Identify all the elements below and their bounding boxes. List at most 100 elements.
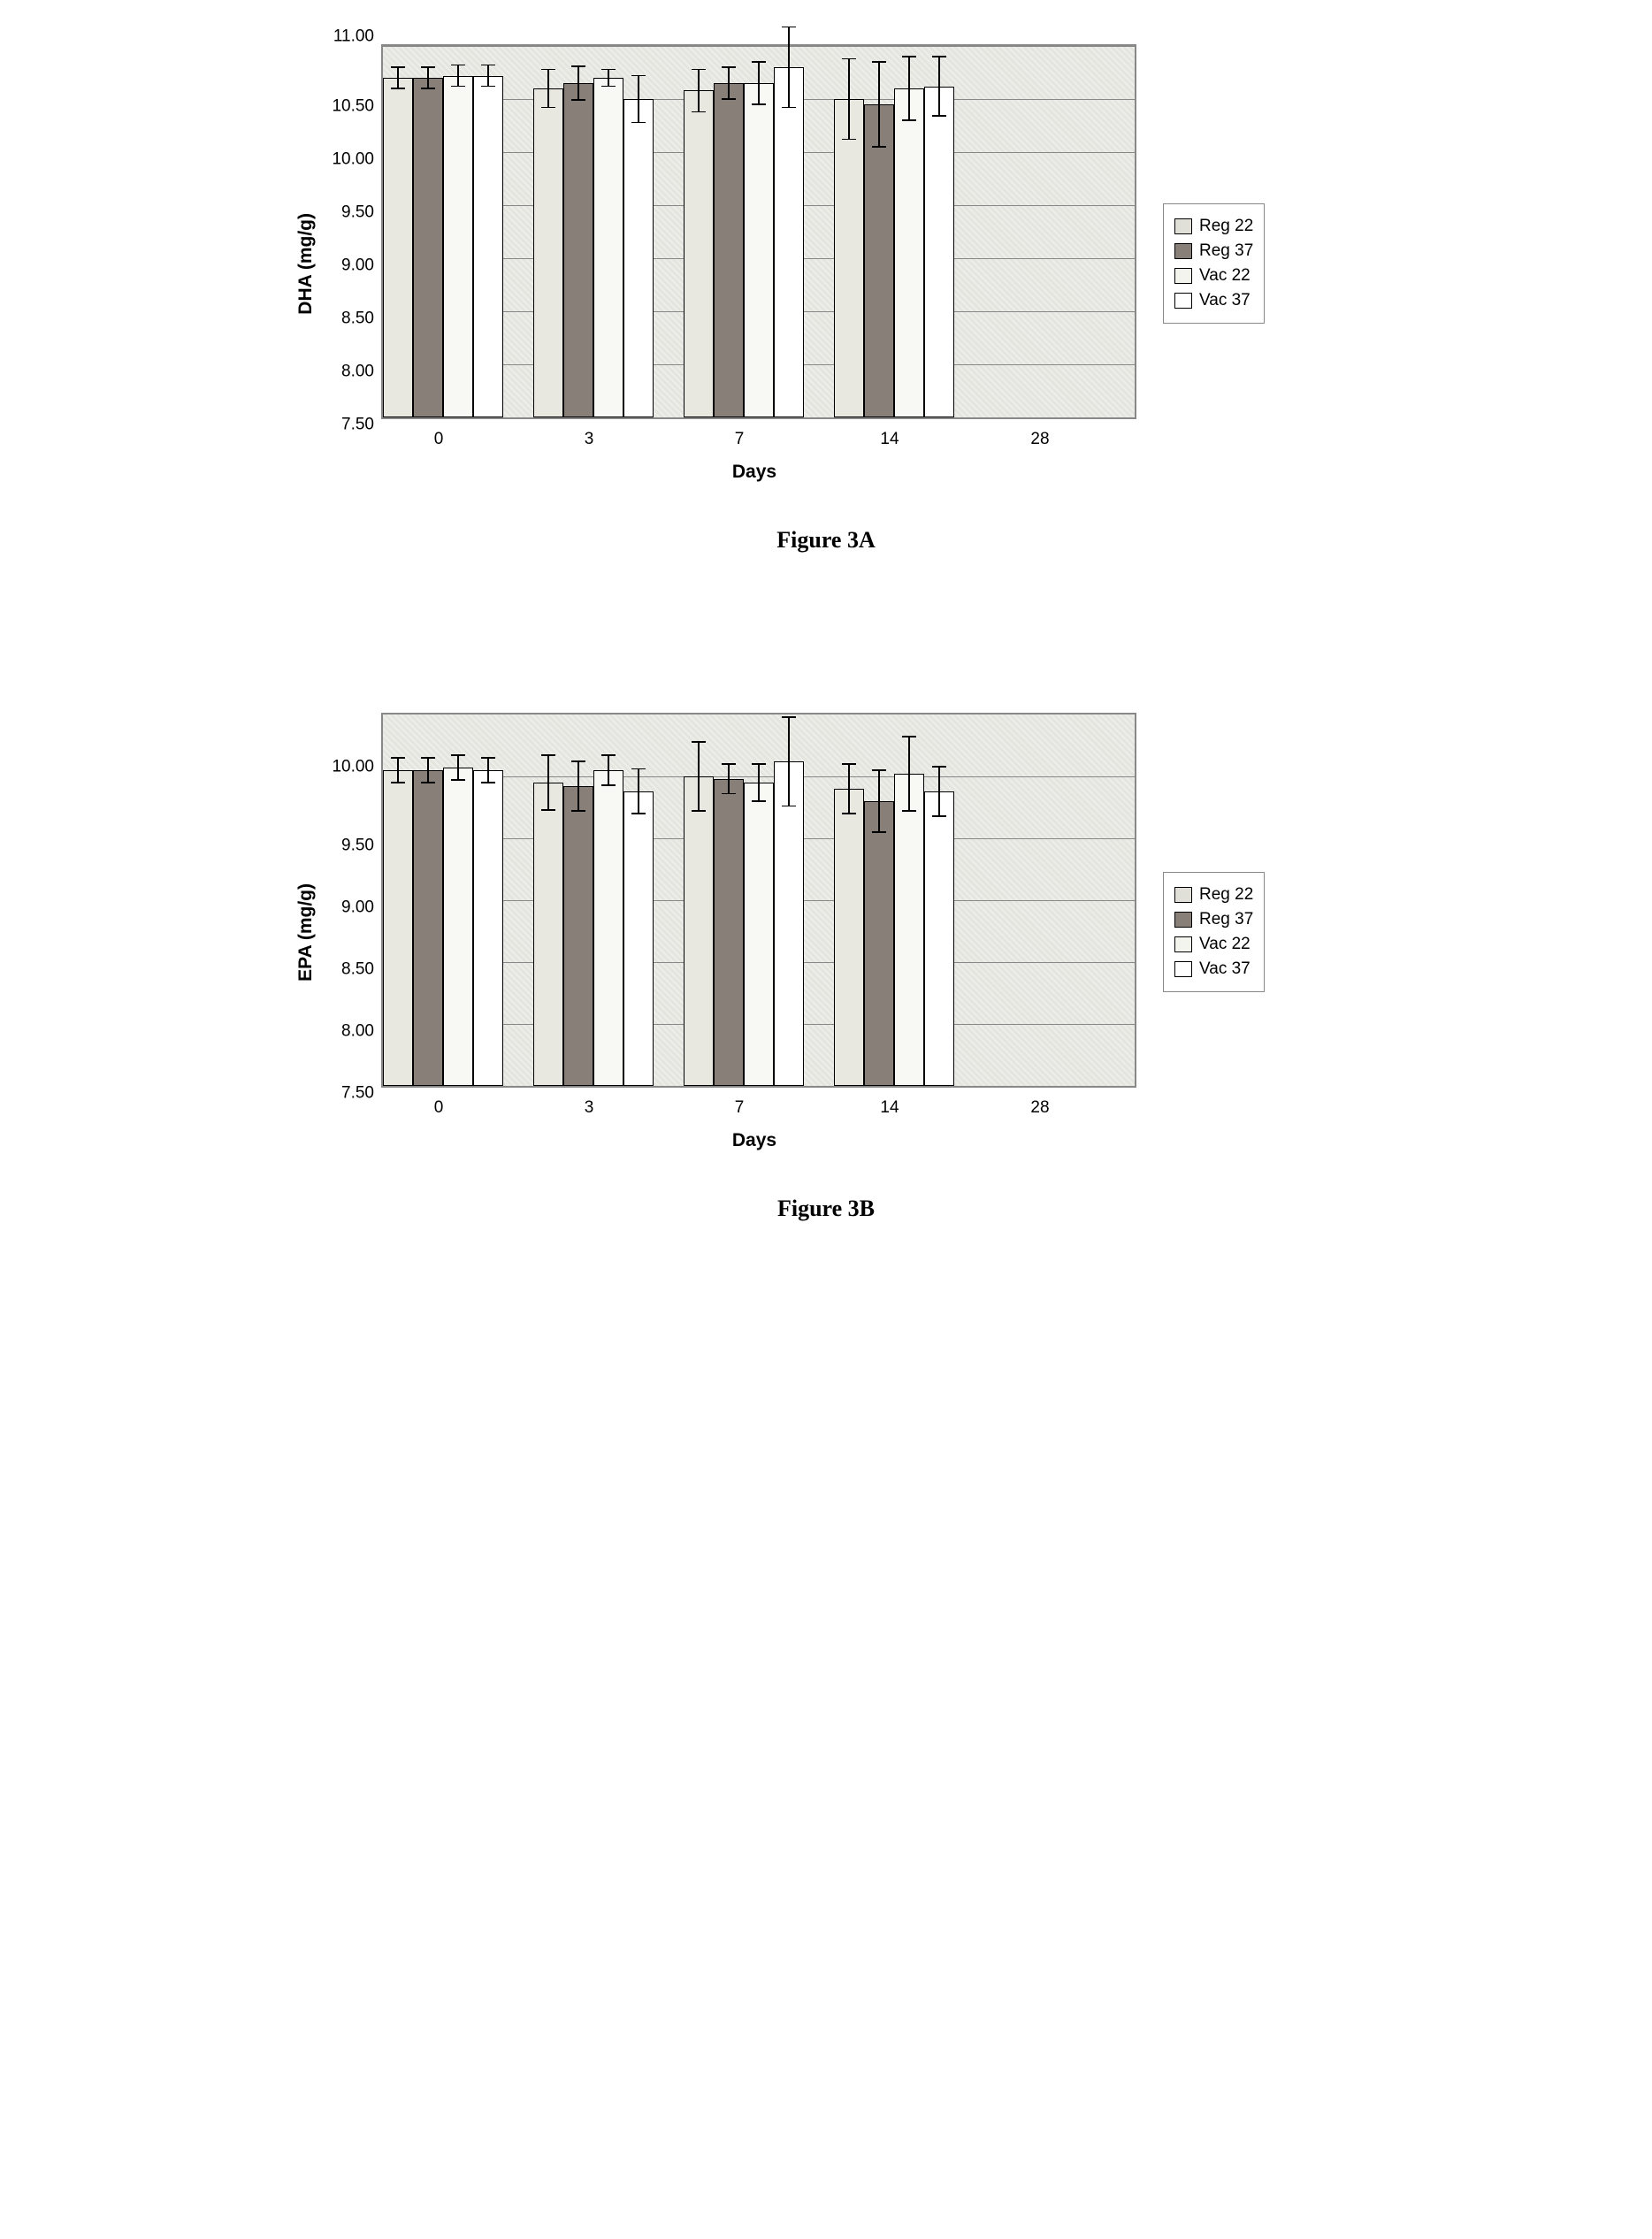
- error-bar: [938, 57, 940, 116]
- error-bar: [427, 758, 429, 783]
- chart-a: DHA (mg/g) 11.0010.5010.009.509.008.508.…: [295, 44, 1357, 554]
- error-cap: [722, 98, 736, 100]
- error-cap: [752, 61, 766, 63]
- error-cap: [692, 741, 706, 743]
- error-cap: [391, 782, 405, 783]
- legend-label: Reg 37: [1199, 910, 1253, 929]
- error-cap: [752, 800, 766, 802]
- figure-a-caption: Figure 3A: [295, 527, 1357, 554]
- error-cap: [782, 716, 796, 718]
- error-cap: [752, 763, 766, 765]
- legend-label: Vac 22: [1199, 266, 1250, 286]
- ytick-label: 9.50: [341, 204, 374, 221]
- xtick-label: 7: [735, 430, 745, 449]
- error-cap: [391, 88, 405, 89]
- legend-item: Vac 37: [1174, 291, 1253, 310]
- error-cap: [451, 754, 465, 756]
- bar: [834, 99, 864, 417]
- error-cap: [571, 99, 585, 101]
- error-cap: [421, 88, 435, 89]
- bar: [864, 104, 894, 417]
- error-cap: [571, 65, 585, 67]
- error-bar: [608, 69, 609, 86]
- error-cap: [541, 107, 555, 109]
- error-bar: [878, 62, 880, 147]
- xtick-label: 28: [1030, 430, 1049, 449]
- chart-a-yticks: 11.0010.5010.009.509.008.508.007.50: [325, 44, 374, 416]
- error-cap: [782, 806, 796, 807]
- chart-b-ylabel: EPA (mg/g): [295, 883, 317, 982]
- error-bar: [698, 69, 700, 111]
- legend-swatch: [1174, 936, 1192, 952]
- legend-swatch: [1174, 268, 1192, 284]
- error-bar: [908, 737, 910, 811]
- chart-a-legend: Reg 22Reg 37Vac 22Vac 37: [1163, 203, 1265, 324]
- ytick-label: 8.00: [341, 1023, 374, 1040]
- error-cap: [631, 768, 646, 770]
- error-cap: [421, 757, 435, 759]
- error-cap: [902, 810, 916, 812]
- bar: [443, 768, 473, 1086]
- ytick-label: 10.00: [332, 759, 374, 776]
- bar: [383, 78, 413, 417]
- bar: [864, 801, 894, 1086]
- error-bar: [577, 761, 579, 811]
- xtick-label: 14: [880, 430, 899, 449]
- error-bar: [397, 758, 399, 783]
- error-cap: [421, 782, 435, 783]
- error-cap: [541, 754, 555, 756]
- error-cap: [692, 69, 706, 71]
- ytick-label: 7.50: [341, 1085, 374, 1102]
- legend-item: Reg 37: [1174, 910, 1253, 929]
- ytick-label: 9.50: [341, 837, 374, 854]
- bar: [744, 83, 774, 417]
- legend-label: Reg 37: [1199, 241, 1253, 261]
- error-cap: [782, 27, 796, 28]
- error-bar: [457, 65, 459, 87]
- error-bar: [788, 27, 790, 107]
- error-cap: [571, 810, 585, 812]
- xtick-label: 28: [1030, 1098, 1049, 1118]
- error-bar: [638, 769, 639, 814]
- error-cap: [451, 779, 465, 781]
- bar: [924, 87, 954, 417]
- bar: [774, 761, 804, 1086]
- error-cap: [902, 736, 916, 737]
- legend-swatch: [1174, 887, 1192, 903]
- bar: [744, 783, 774, 1086]
- legend-label: Vac 37: [1199, 291, 1250, 310]
- error-cap: [902, 119, 916, 121]
- error-bar: [638, 76, 639, 123]
- ytick-label: 10.00: [332, 151, 374, 168]
- error-cap: [872, 769, 886, 771]
- grid-line: [383, 417, 1135, 418]
- error-bar: [457, 755, 459, 780]
- chart-b-yticks: 10.009.509.008.508.007.50: [325, 713, 374, 1084]
- chart-b: EPA (mg/g) 10.009.509.008.508.007.50 037…: [295, 713, 1357, 1222]
- xtick-label: 0: [434, 1098, 444, 1118]
- figure-b-caption: Figure 3B: [295, 1196, 1357, 1222]
- error-cap: [631, 75, 646, 77]
- error-cap: [631, 122, 646, 124]
- bar: [473, 76, 503, 417]
- chart-b-plotrow: 10.009.509.008.508.007.50: [325, 713, 1136, 1088]
- legend-swatch: [1174, 912, 1192, 928]
- error-bar: [908, 57, 910, 120]
- chart-b-xticks: 0371428: [379, 1098, 1130, 1120]
- error-cap: [481, 757, 495, 759]
- chart-a-plot-area: [381, 44, 1136, 419]
- error-bar: [487, 65, 489, 87]
- bar: [443, 76, 473, 417]
- chart-a-plotcol: 11.0010.5010.009.509.008.508.007.50 0371…: [325, 44, 1136, 483]
- error-cap: [481, 86, 495, 88]
- error-bar: [547, 755, 549, 810]
- legend-item: Vac 22: [1174, 266, 1253, 286]
- legend-label: Reg 22: [1199, 885, 1253, 905]
- chart-a-xticks: 0371428: [379, 430, 1130, 451]
- error-cap: [722, 66, 736, 68]
- chart-a-xlabel: Days: [379, 462, 1130, 483]
- error-cap: [842, 813, 856, 814]
- ytick-label: 8.50: [341, 961, 374, 978]
- bar: [563, 786, 593, 1086]
- error-bar: [427, 67, 429, 88]
